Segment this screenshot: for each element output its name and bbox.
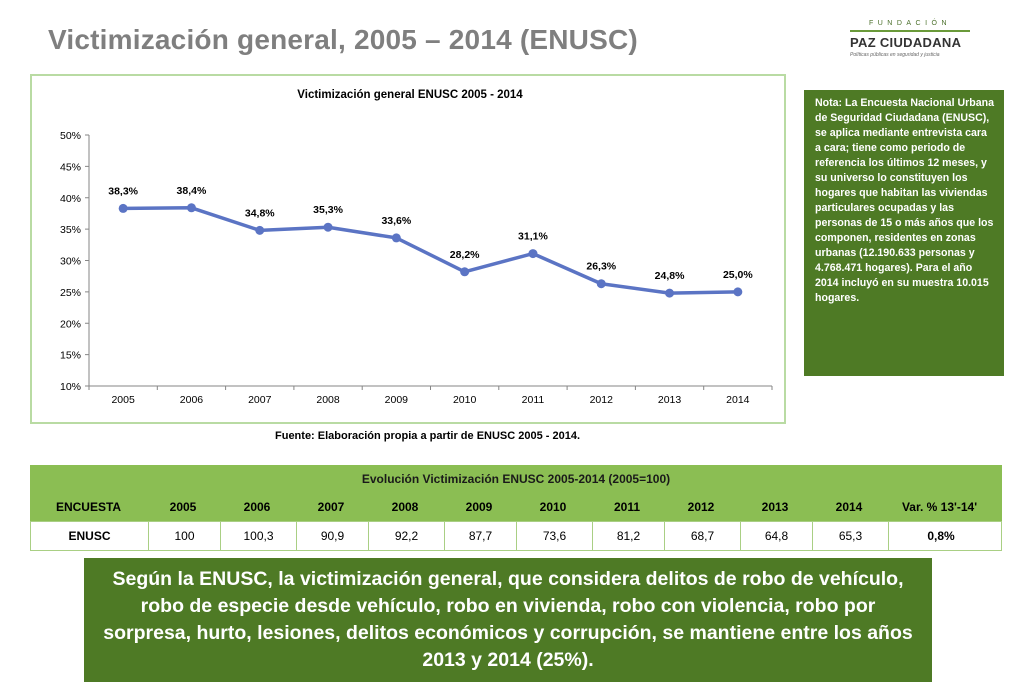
data-point xyxy=(255,225,265,235)
x-tick-label: 2009 xyxy=(385,394,409,406)
index-table: Evolución Victimización ENUSC 2005-2014 … xyxy=(30,465,1002,553)
y-tick-label: 45% xyxy=(60,161,81,173)
table-row: ENUSC 100 100,3 90,9 92,2 87,7 73,6 81,2 68,7 64,… xyxy=(30,521,1002,551)
x-tick-label: 2013 xyxy=(658,394,682,406)
table-header-cell: 2012 xyxy=(687,500,715,514)
data-label: 24,8% xyxy=(655,270,685,282)
table-cell: 0,8% xyxy=(888,522,993,550)
data-point xyxy=(460,267,470,277)
table-cell: 81,2 xyxy=(592,522,664,550)
series-line xyxy=(123,206,738,295)
table-title: Evolución Victimización ENUSC 2005-2014 … xyxy=(30,465,1002,493)
logo-top: FUNDACIÓN xyxy=(868,20,952,27)
table-header-cell: 2013 xyxy=(761,500,789,514)
x-tick-label: 2008 xyxy=(316,394,340,406)
table-header-cell: ENCUESTA xyxy=(55,500,122,514)
table-header-cell: Var. % 13'-14' xyxy=(901,500,978,514)
data-label: 31,1% xyxy=(518,231,548,243)
data-point xyxy=(733,287,743,297)
x-tick-label: 2007 xyxy=(248,394,272,406)
x-tick-label: 2005 xyxy=(111,394,135,406)
table-cell: 64,8 xyxy=(740,522,812,550)
table-cell: 73,6 xyxy=(516,522,592,550)
y-tick-label: 40% xyxy=(60,193,81,205)
chart-title: Victimización general ENUSC 2005 - 2014 xyxy=(297,89,523,101)
table-cell: ENUSC xyxy=(68,529,111,543)
y-tick-label: 35% xyxy=(60,224,81,236)
note-box: Nota: La Encuesta Nacional Urbana de Seg… xyxy=(804,90,1004,376)
table-header-cell: 2011 xyxy=(613,500,641,514)
data-label: 34,8% xyxy=(245,207,275,219)
x-tick-label: 2010 xyxy=(453,394,477,406)
data-label: 25,0% xyxy=(723,269,753,281)
logo-name: PAZ CIUDADANA xyxy=(850,35,962,50)
data-label: 38,3% xyxy=(108,185,138,197)
table-cell: 100,3 xyxy=(220,522,296,550)
data-label: 28,2% xyxy=(450,249,480,261)
x-tick-label: 2014 xyxy=(726,394,750,406)
data-label: 35,3% xyxy=(313,204,343,216)
y-tick-label: 50% xyxy=(60,130,81,142)
table-cell: 100 xyxy=(148,522,220,550)
data-point xyxy=(596,279,606,289)
table-header-cell: 2007 xyxy=(317,500,345,514)
table-cell: 87,7 xyxy=(444,522,516,550)
data-point xyxy=(665,288,675,298)
table-header-cell: 2010 xyxy=(539,500,567,514)
data-point xyxy=(528,249,538,259)
table-header-row: ENCUESTA 2005 2006 2007 2008 2009 2010 2011 2012… xyxy=(30,493,1002,521)
y-tick-label: 25% xyxy=(60,287,81,299)
x-tick-label: 2006 xyxy=(180,394,204,406)
data-point xyxy=(186,203,196,213)
data-point xyxy=(118,203,128,213)
data-label: 38,4% xyxy=(177,185,207,197)
table-header-cell: 2014 xyxy=(835,500,863,514)
data-point xyxy=(391,233,401,243)
line-chart: Victimización general ENUSC 2005 - 2014 … xyxy=(60,89,773,406)
table-cell: 68,7 xyxy=(664,522,740,550)
page-title: Victimización general, 2005 – 2014 (ENUS… xyxy=(48,24,638,55)
table-cell: 65,3 xyxy=(812,522,888,550)
table-cell: 90,9 xyxy=(296,522,368,550)
y-tick-label: 15% xyxy=(60,350,81,362)
table-header-cell: 2006 xyxy=(243,500,271,514)
table-header-cell: 2008 xyxy=(391,500,419,514)
data-point xyxy=(323,222,333,232)
logo-bar xyxy=(850,30,970,32)
y-tick-label: 10% xyxy=(60,381,81,393)
table-header-cell: 2005 xyxy=(169,500,197,514)
x-tick-label: 2011 xyxy=(522,394,545,406)
logo-tagline: Políticas públicas en seguridad y justic… xyxy=(850,52,940,58)
table-header-cell: 2009 xyxy=(465,500,493,514)
logo: FUNDACIÓN PAZ CIUDADANA Políticas públic… xyxy=(850,20,970,58)
y-tick-label: 30% xyxy=(60,256,81,268)
chart-panel: Victimización general ENUSC 2005 - 2014 … xyxy=(30,74,786,424)
table-cell: 92,2 xyxy=(368,522,444,550)
y-tick-label: 20% xyxy=(60,318,81,330)
data-label: 26,3% xyxy=(586,261,616,273)
data-label: 33,6% xyxy=(381,215,411,227)
summary-box: Según la ENUSC, la victimización general… xyxy=(84,558,932,682)
chart-source: Fuente: Elaboración propia a partir de E… xyxy=(275,430,581,442)
x-tick-label: 2012 xyxy=(590,394,614,406)
